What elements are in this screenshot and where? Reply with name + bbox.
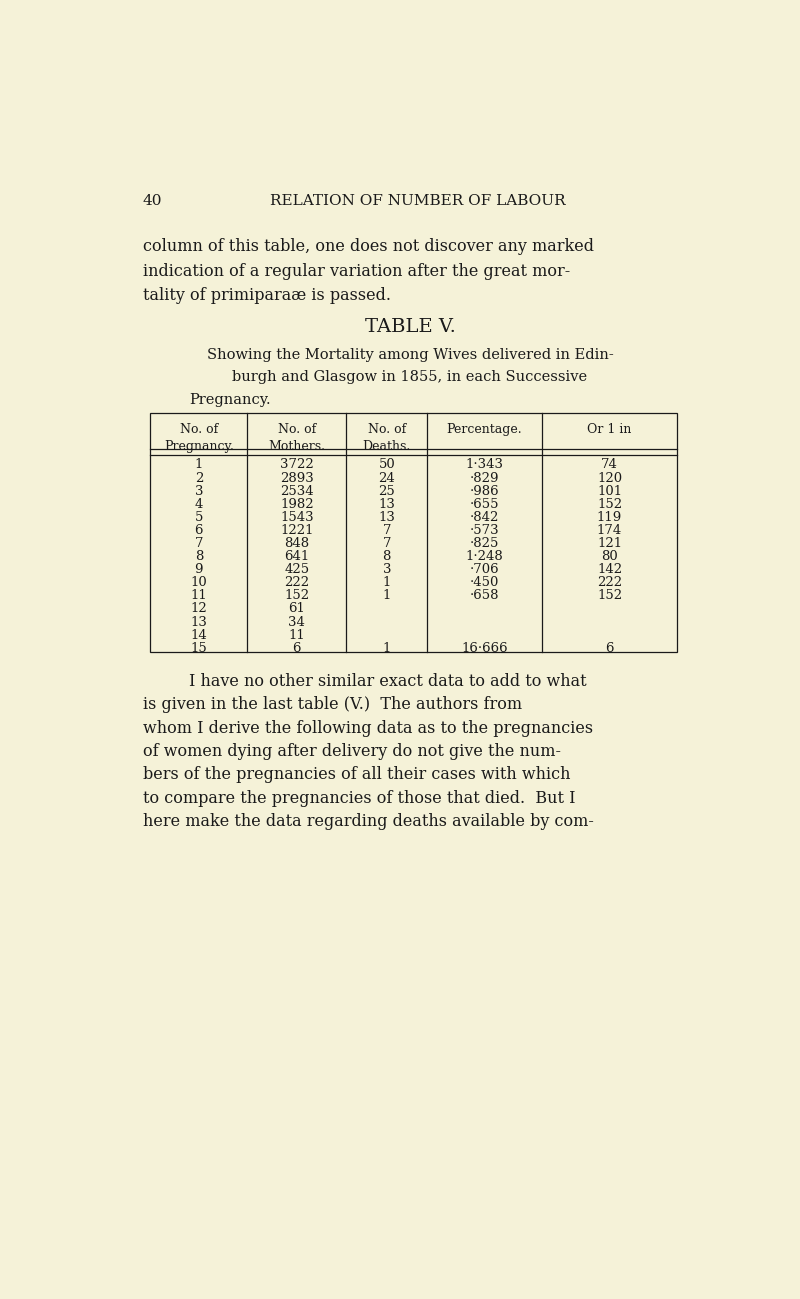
- Text: 11: 11: [289, 629, 306, 642]
- Text: 425: 425: [284, 564, 310, 577]
- Text: 222: 222: [284, 577, 310, 590]
- Text: of women dying after delivery do not give the num-: of women dying after delivery do not giv…: [142, 743, 561, 760]
- Text: I have no other similar exact data to add to what: I have no other similar exact data to ad…: [189, 673, 586, 690]
- Text: No. of: No. of: [180, 423, 218, 436]
- Text: Showing the Mortality among Wives delivered in Edin-: Showing the Mortality among Wives delive…: [206, 348, 614, 361]
- Text: 10: 10: [190, 577, 207, 590]
- Text: 174: 174: [597, 523, 622, 536]
- Text: 40: 40: [142, 194, 162, 208]
- Text: 34: 34: [289, 616, 306, 629]
- Text: 1: 1: [382, 590, 391, 603]
- Text: ·658: ·658: [470, 590, 499, 603]
- Text: ·825: ·825: [470, 536, 499, 549]
- Text: 61: 61: [289, 603, 306, 616]
- Text: 152: 152: [284, 590, 310, 603]
- Text: 7: 7: [382, 536, 391, 549]
- Text: 4: 4: [194, 498, 203, 511]
- Text: 3: 3: [194, 485, 203, 498]
- Text: Pregnancy.: Pregnancy.: [189, 394, 270, 407]
- Text: 13: 13: [190, 616, 207, 629]
- Text: 1543: 1543: [280, 511, 314, 523]
- Text: to compare the pregnancies of those that died.  But I: to compare the pregnancies of those that…: [142, 790, 575, 807]
- Text: tality of primiparaæ is passed.: tality of primiparaæ is passed.: [142, 287, 390, 304]
- Text: 641: 641: [284, 549, 310, 564]
- Text: ·655: ·655: [470, 498, 499, 511]
- Text: 152: 152: [597, 590, 622, 603]
- Text: 14: 14: [190, 629, 207, 642]
- Text: burgh and Glasgow in 1855, in each Successive: burgh and Glasgow in 1855, in each Succe…: [233, 370, 587, 385]
- Text: Percentage.: Percentage.: [446, 423, 522, 436]
- Text: 5: 5: [194, 511, 203, 523]
- Text: 3722: 3722: [280, 459, 314, 472]
- Text: 2893: 2893: [280, 472, 314, 485]
- Text: ·986: ·986: [470, 485, 499, 498]
- Text: ·706: ·706: [470, 564, 499, 577]
- Text: 1: 1: [194, 459, 203, 472]
- Text: Pregnancy.: Pregnancy.: [164, 440, 234, 453]
- Text: 6: 6: [606, 642, 614, 655]
- Text: 1·248: 1·248: [466, 549, 503, 564]
- Text: 848: 848: [284, 536, 310, 549]
- Text: Or 1 in: Or 1 in: [587, 423, 632, 436]
- Text: 3: 3: [382, 564, 391, 577]
- Text: Deaths.: Deaths.: [362, 440, 411, 453]
- Text: 222: 222: [597, 577, 622, 590]
- Text: 8: 8: [194, 549, 203, 564]
- Text: 15: 15: [190, 642, 207, 655]
- Text: Mothers.: Mothers.: [268, 440, 326, 453]
- Text: ·829: ·829: [470, 472, 499, 485]
- Text: 120: 120: [597, 472, 622, 485]
- Text: 119: 119: [597, 511, 622, 523]
- Text: 142: 142: [597, 564, 622, 577]
- Text: 1·343: 1·343: [466, 459, 503, 472]
- Text: 13: 13: [378, 511, 395, 523]
- Text: indication of a regular variation after the great mor-: indication of a regular variation after …: [142, 262, 570, 279]
- Text: ·573: ·573: [470, 523, 499, 536]
- Text: 7: 7: [194, 536, 203, 549]
- Text: 152: 152: [597, 498, 622, 511]
- Text: ·842: ·842: [470, 511, 499, 523]
- Text: 13: 13: [378, 498, 395, 511]
- Text: 2534: 2534: [280, 485, 314, 498]
- Text: here make the data regarding deaths available by com-: here make the data regarding deaths avai…: [142, 813, 594, 830]
- Text: 11: 11: [190, 590, 207, 603]
- Text: 1982: 1982: [280, 498, 314, 511]
- Text: 80: 80: [601, 549, 618, 564]
- Text: No. of: No. of: [278, 423, 316, 436]
- Text: 1221: 1221: [280, 523, 314, 536]
- Text: 12: 12: [190, 603, 207, 616]
- Text: 8: 8: [382, 549, 391, 564]
- Text: is given in the last table (V.)  The authors from: is given in the last table (V.) The auth…: [142, 696, 522, 713]
- Text: ·450: ·450: [470, 577, 499, 590]
- Text: 6: 6: [194, 523, 203, 536]
- Text: 50: 50: [378, 459, 395, 472]
- Text: 24: 24: [378, 472, 395, 485]
- Text: 1: 1: [382, 642, 391, 655]
- Text: 2: 2: [194, 472, 203, 485]
- Text: 16·666: 16·666: [461, 642, 508, 655]
- Text: column of this table, one does not discover any marked: column of this table, one does not disco…: [142, 238, 594, 256]
- Text: TABLE V.: TABLE V.: [365, 318, 455, 336]
- Text: bers of the pregnancies of all their cases with which: bers of the pregnancies of all their cas…: [142, 766, 570, 783]
- Text: 7: 7: [382, 523, 391, 536]
- Text: 1: 1: [382, 577, 391, 590]
- Text: 9: 9: [194, 564, 203, 577]
- Text: 101: 101: [597, 485, 622, 498]
- Text: 6: 6: [293, 642, 301, 655]
- Text: 121: 121: [597, 536, 622, 549]
- Text: 74: 74: [601, 459, 618, 472]
- Text: RELATION OF NUMBER OF LABOUR: RELATION OF NUMBER OF LABOUR: [270, 194, 566, 208]
- Text: 25: 25: [378, 485, 395, 498]
- Text: No. of: No. of: [368, 423, 406, 436]
- Text: whom I derive the following data as to the pregnancies: whom I derive the following data as to t…: [142, 720, 593, 737]
